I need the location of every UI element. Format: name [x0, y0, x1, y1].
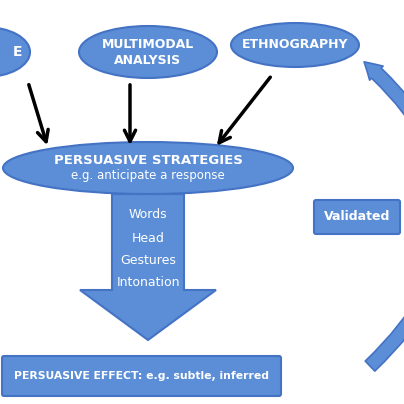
Text: Validated: Validated: [324, 210, 390, 223]
Ellipse shape: [231, 23, 359, 67]
Text: Intonation: Intonation: [116, 276, 180, 288]
Ellipse shape: [79, 26, 217, 78]
Text: Head: Head: [132, 231, 164, 244]
Polygon shape: [80, 194, 216, 340]
Ellipse shape: [0, 27, 30, 77]
Text: e.g. anticipate a response: e.g. anticipate a response: [71, 170, 225, 183]
Text: Words: Words: [129, 208, 167, 221]
FancyBboxPatch shape: [2, 356, 281, 396]
Ellipse shape: [3, 142, 293, 194]
FancyBboxPatch shape: [314, 200, 400, 234]
Text: PERSUASIVE STRATEGIES: PERSUASIVE STRATEGIES: [54, 154, 242, 168]
Text: MULTIMODAL
ANALYSIS: MULTIMODAL ANALYSIS: [102, 38, 194, 67]
FancyArrowPatch shape: [364, 62, 404, 371]
Text: E: E: [13, 45, 23, 59]
Text: PERSUASIVE EFFECT: e.g. subtle, inferred: PERSUASIVE EFFECT: e.g. subtle, inferred: [13, 371, 269, 381]
Text: ETHNOGRAPHY: ETHNOGRAPHY: [242, 38, 348, 51]
Text: Gestures: Gestures: [120, 253, 176, 267]
